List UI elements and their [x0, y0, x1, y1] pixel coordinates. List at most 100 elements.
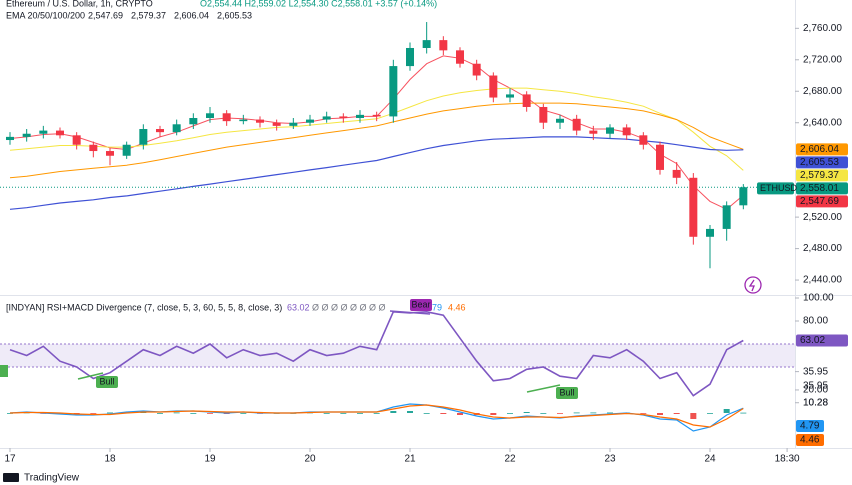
brand: TradingView [24, 473, 80, 484]
macd-value: 4.79 [800, 421, 820, 432]
y-tick-label: 20.00 [803, 385, 828, 396]
candle-body [222, 113, 231, 122]
y-tick-label: 2,680.00 [803, 86, 842, 97]
histogram-bar [573, 412, 580, 414]
divergence-tag [96, 376, 118, 388]
histogram-bar [640, 413, 647, 414]
candle-body [622, 127, 631, 136]
y-tick-label: 2,440.00 [803, 275, 842, 286]
candle-body [556, 118, 564, 123]
tag-stub [0, 365, 8, 377]
alert-icon[interactable] [744, 276, 762, 294]
candle-body [489, 75, 498, 98]
candle-body [439, 40, 448, 51]
price-label-box [796, 143, 848, 156]
histogram-bar [107, 412, 113, 414]
histogram-bar [523, 412, 530, 413]
candle-body [739, 187, 748, 206]
indicator-title: [INDYAN] RSI+MACD Divergence (7, close, … [6, 302, 282, 312]
candle-body [406, 47, 414, 67]
histogram-bar [657, 413, 663, 415]
candle-body [639, 135, 648, 145]
candle-body [189, 118, 198, 125]
candle-body [339, 116, 348, 118]
candle-body [6, 136, 14, 141]
histogram-bar [440, 413, 447, 414]
candle-body [22, 133, 31, 137]
candle-body [506, 94, 514, 98]
y-tick-label: 100.00 [803, 293, 834, 304]
x-tick-label: 24 [704, 454, 716, 465]
y-tick-label: 2,640.00 [803, 117, 842, 128]
candle-body [656, 144, 664, 170]
x-tick-label: 20 [304, 454, 316, 465]
candle-body [289, 122, 298, 126]
histogram-bar [723, 409, 730, 413]
y-tick-label: 2,720.00 [803, 54, 842, 65]
histogram-bar [423, 413, 430, 414]
candle-body [672, 169, 681, 178]
price-label-box [796, 169, 848, 182]
candle-body [589, 130, 598, 134]
symbol-title: Ethereum / U.S. Dollar, 1h, CRYPTO [6, 0, 153, 8]
candle-body [72, 135, 81, 145]
indicator-value: 63.02 [287, 302, 310, 312]
level-label: 10.28 [803, 398, 828, 409]
x-tick-label: 17 [4, 454, 16, 465]
price-label-box [796, 156, 848, 169]
candle-body [156, 129, 164, 133]
y-tick-label: 80.00 [803, 316, 828, 327]
candle-body [106, 151, 114, 156]
ema-line [9, 136, 744, 210]
divergence-line [526, 384, 561, 393]
ema-legend-value: 2,605.53 [217, 10, 252, 20]
y-tick-label: 2,520.00 [803, 212, 842, 223]
histogram-bar [540, 413, 547, 414]
rsi-value-box [796, 334, 848, 347]
histogram-bar [340, 413, 347, 414]
histogram-bar [357, 413, 363, 414]
price-label: 2,605.53 [800, 157, 839, 168]
histogram-bar [373, 413, 380, 414]
ema-legend-value: 2,606.04 [174, 10, 209, 20]
divergence-line [389, 310, 431, 315]
x-tick-label: 18:30 [775, 454, 800, 465]
candle-body [139, 129, 148, 145]
candle-body [356, 114, 364, 118]
candle-body [56, 130, 64, 136]
histogram-bar [740, 412, 747, 414]
price-label: 2,558.01 [800, 183, 839, 194]
histogram-bar [557, 413, 563, 414]
price-label-box [796, 182, 848, 195]
histogram-bar [590, 412, 597, 414]
histogram-bar [673, 413, 680, 414]
divergence-line [77, 372, 104, 380]
candle-body [456, 50, 464, 64]
price-label: 2,547.69 [800, 196, 839, 207]
brand-logo [3, 473, 19, 482]
indicator-empty: Ø Ø Ø Ø Ø Ø Ø Ø [312, 302, 386, 312]
rsi-line [9, 310, 744, 397]
level-label: 35.95 [803, 381, 828, 392]
candle-body [39, 130, 48, 134]
symbol-tag [757, 182, 794, 195]
ema-legend-value: 2,547.69 [88, 10, 123, 20]
x-tick-label: 18 [104, 454, 116, 465]
candle-body [422, 40, 431, 48]
y-tick-label: 2,480.00 [803, 243, 842, 254]
histogram-bar [190, 413, 197, 414]
candle-body [389, 66, 398, 117]
candle-body [172, 124, 181, 133]
indicator-value: 4.46 [448, 302, 466, 312]
candle-body [472, 63, 481, 76]
macd-value-box [796, 420, 824, 432]
divergence-tag-label: Bull [99, 376, 114, 386]
rsi-value: 63.02 [800, 335, 825, 346]
histogram-bar [407, 411, 413, 413]
ohlc: O2,554.44 H2,559.02 L2,554.30 C2,558.01 … [200, 0, 437, 8]
histogram-bar [207, 413, 213, 414]
candle-body [89, 144, 98, 152]
histogram-bar [323, 413, 330, 414]
